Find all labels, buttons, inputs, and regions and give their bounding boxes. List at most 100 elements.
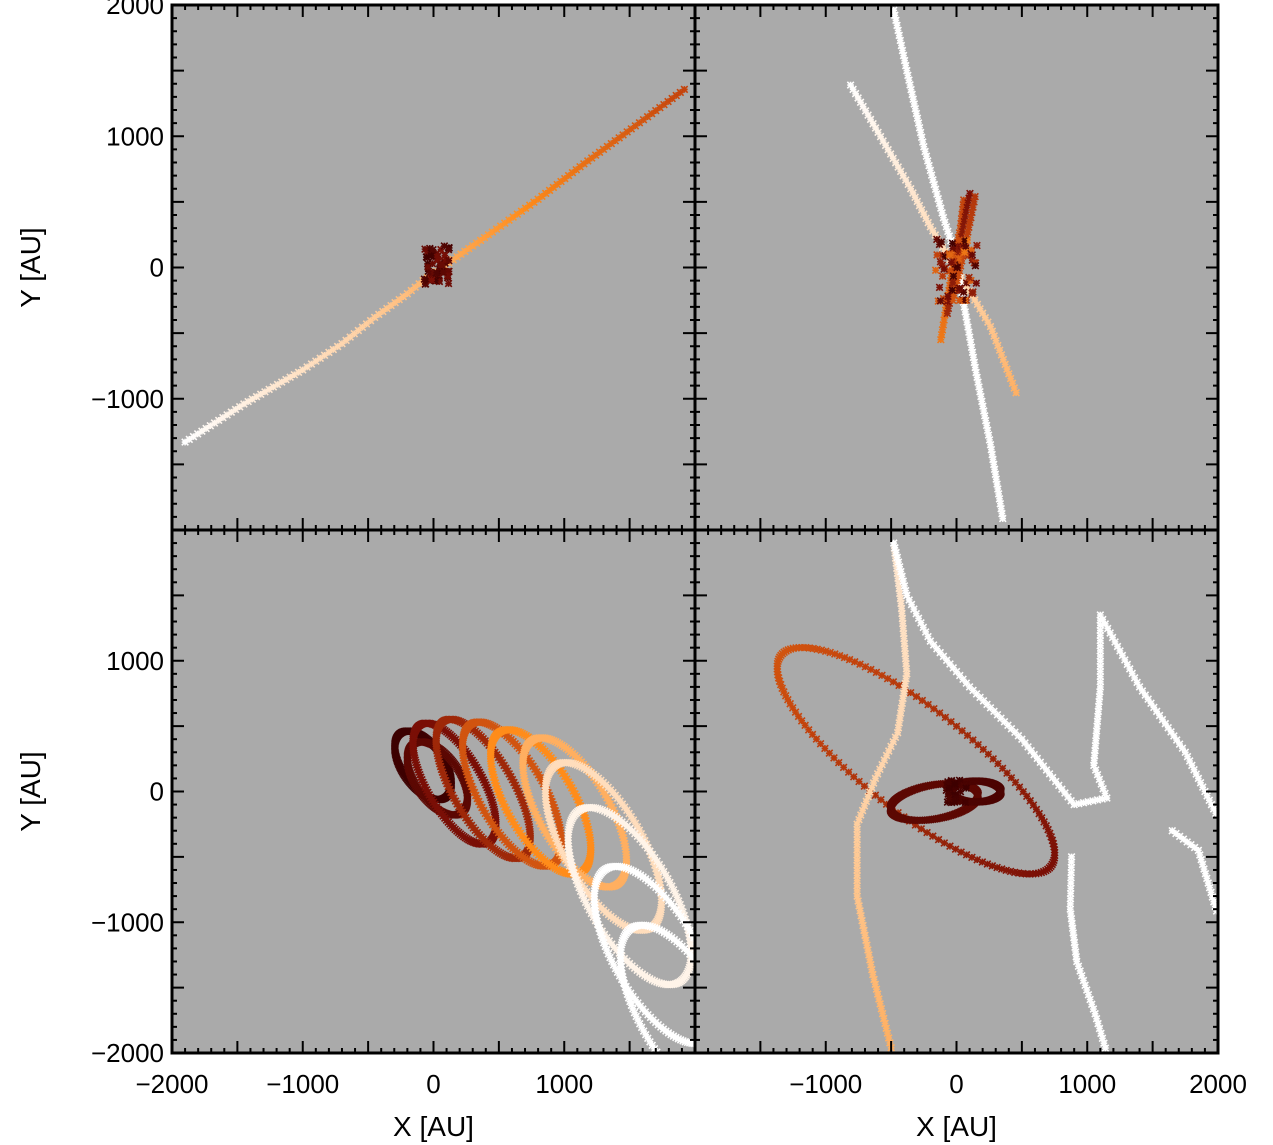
data-point (948, 244, 957, 253)
data-point (548, 823, 556, 832)
y-tick-label: −1000 (91, 907, 164, 937)
data-point (1079, 976, 1088, 985)
data-point (969, 686, 977, 695)
data-point (893, 21, 901, 30)
data-point (1049, 839, 1058, 848)
data-point (945, 232, 954, 240)
data-point (623, 128, 632, 136)
data-point (1190, 765, 1198, 774)
data-point (881, 1019, 889, 1028)
data-point (900, 634, 908, 643)
y-axis-title: Y [AU] (15, 227, 46, 307)
data-point (240, 400, 248, 408)
data-point (900, 56, 909, 65)
data-point (1095, 692, 1104, 701)
data-point (1152, 707, 1161, 716)
data-point (853, 856, 861, 865)
data-point (569, 865, 577, 874)
data-point (973, 241, 981, 250)
data-point (853, 861, 861, 870)
data-point (1091, 1009, 1099, 1018)
data-point (778, 684, 787, 693)
data-point (1054, 781, 1063, 790)
data-point (880, 756, 889, 764)
data-point (911, 193, 919, 202)
data-point (986, 440, 995, 449)
data-point (407, 286, 416, 295)
data-point (439, 771, 448, 779)
y-tick-label: 2000 (106, 0, 164, 20)
data-point (536, 773, 545, 782)
data-point (895, 718, 904, 727)
data-point (993, 480, 1001, 488)
data-point (1086, 995, 1094, 1004)
data-point (269, 383, 278, 391)
data-point (964, 198, 972, 207)
data-point (853, 881, 861, 890)
data-point (862, 936, 870, 945)
data-point (830, 650, 839, 658)
data-point (839, 763, 848, 772)
data-point (966, 189, 974, 198)
data-point (1118, 651, 1127, 660)
data-point (1067, 863, 1076, 872)
data-point (1201, 869, 1210, 878)
data-point (891, 733, 900, 742)
data-point (853, 871, 861, 880)
data-point (1044, 825, 1052, 834)
data-point (992, 475, 1001, 484)
data-point (546, 817, 554, 825)
data-point (578, 891, 587, 899)
data-point (1194, 774, 1203, 783)
data-point (801, 721, 809, 730)
data-point (997, 351, 1006, 359)
data-point (668, 94, 676, 103)
data-point (892, 548, 900, 557)
data-point (1096, 687, 1104, 696)
data-point (905, 596, 914, 604)
data-point (981, 313, 990, 322)
data-point (1096, 636, 1105, 645)
data-point (422, 786, 431, 794)
data-point (547, 820, 555, 829)
data-point (1045, 829, 1054, 838)
data-point (943, 798, 952, 807)
data-point (619, 976, 628, 984)
data-point (599, 787, 608, 796)
data-point (1070, 800, 1079, 809)
data-point (338, 339, 346, 348)
x-tick-label: 0 (949, 1069, 963, 1099)
data-point (896, 36, 905, 45)
data-point (643, 1034, 652, 1043)
data-point (944, 790, 953, 798)
data-point (1069, 933, 1078, 942)
data-point (909, 95, 918, 104)
data-point (635, 826, 644, 835)
data-point (672, 91, 681, 100)
data-point (517, 207, 526, 216)
data-point (484, 786, 492, 794)
data-point (862, 797, 871, 806)
data-point (1079, 798, 1088, 807)
data-point (1192, 770, 1201, 778)
data-point (1185, 757, 1194, 765)
data-point (681, 919, 690, 928)
data-point (1205, 883, 1214, 892)
data-point (941, 713, 950, 722)
data-point (1012, 388, 1020, 397)
data-point (940, 265, 948, 273)
data-point (1004, 721, 1012, 730)
data-point (653, 978, 661, 986)
data-point (652, 864, 660, 873)
data-point (944, 304, 953, 313)
data-point (949, 257, 958, 266)
data-point (1003, 769, 1011, 777)
data-point (853, 887, 861, 895)
data-point (550, 830, 559, 839)
data-point (1088, 796, 1097, 805)
series-4 (889, 539, 1111, 809)
data-point (988, 450, 996, 459)
data-point (471, 791, 480, 800)
data-point (1205, 796, 1214, 805)
data-point (871, 774, 880, 783)
